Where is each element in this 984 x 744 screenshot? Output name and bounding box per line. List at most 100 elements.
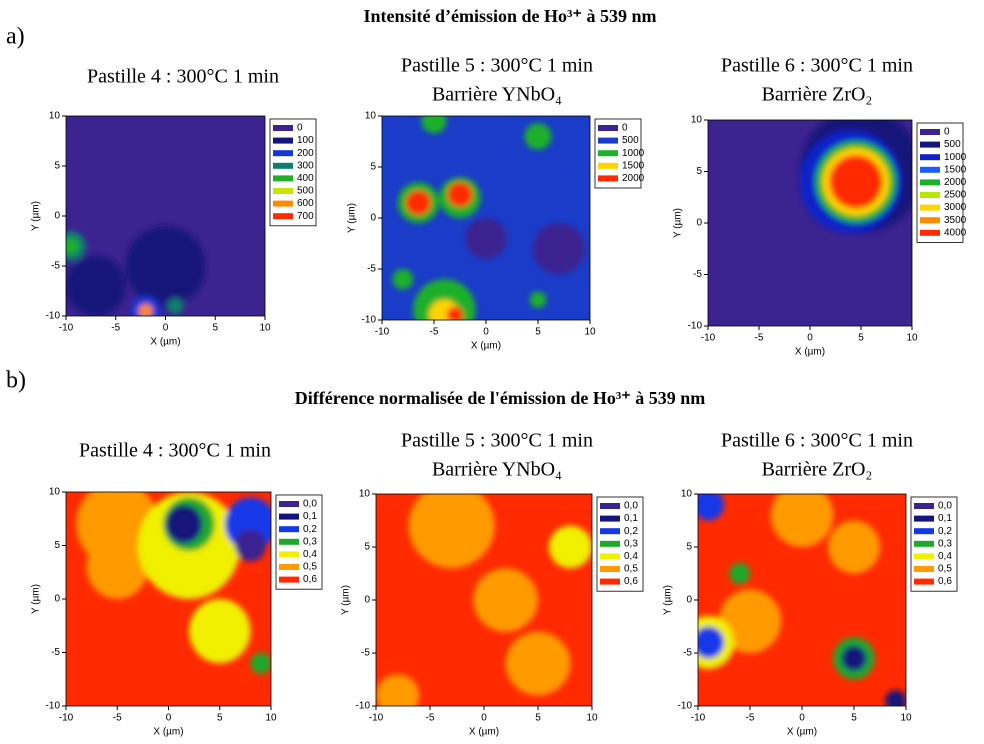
legend-label: 1000: [622, 148, 645, 159]
legend-swatch: [273, 150, 293, 157]
x-tick-label: -10: [59, 323, 74, 334]
legend-box: [269, 118, 317, 227]
heatmap-blobs: [76, 492, 271, 674]
heat-spot: [189, 599, 251, 664]
x-tick-label: -5: [113, 713, 122, 724]
y-tick-label: 0: [696, 218, 702, 229]
legend-label: 3500: [944, 215, 967, 226]
heat-spot: [718, 589, 782, 653]
legend-swatch: [920, 129, 940, 135]
heatmap-blobs: [376, 494, 592, 706]
x-tick-label: -5: [746, 713, 755, 724]
heat-spot: [841, 645, 867, 672]
x-tick-label: 5: [858, 333, 864, 344]
x-axis-label: X (µm): [153, 727, 183, 738]
y-tick-label: 5: [686, 542, 692, 553]
heat-spot: [548, 525, 592, 569]
x-tick-label: -10: [701, 333, 716, 344]
section-label: b): [6, 368, 26, 394]
heatmap-blobs: [392, 116, 585, 320]
heat-spot: [392, 269, 414, 290]
heat-spot: [729, 562, 750, 585]
legend-swatch: [273, 200, 293, 207]
legend-label: 0,3: [624, 538, 638, 549]
y-tick-label: -10: [46, 311, 61, 322]
x-tick-label: 0: [166, 713, 172, 724]
legend-swatch: [914, 528, 934, 535]
legend-swatch: [598, 175, 618, 182]
legend-label: 500: [622, 135, 639, 146]
y-tick-label: 0: [364, 595, 370, 606]
x-tick-label: 10: [265, 713, 277, 724]
legend-swatch: [914, 566, 934, 572]
panel-title: Pastille 5 : 300°C 1 min: [401, 55, 593, 77]
legend-swatch: [273, 125, 293, 131]
legend-label: 500: [944, 139, 961, 150]
y-tick-label: 0: [54, 211, 60, 222]
y-tick-label: -10: [356, 701, 371, 712]
legend-label: 0,5: [303, 562, 317, 573]
heat-spot: [770, 494, 834, 547]
heatmap: [382, 116, 590, 320]
x-tick-label: 0: [483, 327, 489, 338]
y-tick-label: -5: [361, 648, 370, 659]
heatmap-blobs: [698, 494, 906, 706]
y-axis-label: Y (µm): [31, 201, 42, 231]
legend-swatch: [273, 188, 293, 194]
x-tick-label: -5: [111, 323, 120, 334]
legend-label: 2000: [944, 177, 967, 188]
x-tick-label: -10: [691, 713, 706, 724]
legend-label: 0,0: [938, 501, 952, 512]
heatmap: [708, 120, 912, 326]
heat-spot: [250, 652, 271, 674]
legend-swatch: [920, 217, 940, 224]
legend-swatch: [273, 213, 293, 220]
legend-swatch: [598, 162, 618, 169]
y-tick-label: 5: [696, 166, 702, 177]
heatmap: [66, 492, 271, 706]
panel-title: Pastille 4 : 300°C 1 min: [87, 66, 279, 88]
legend-swatch: [279, 513, 299, 520]
section-label: a): [6, 24, 25, 50]
legend-swatch: [598, 150, 618, 157]
section-title: Différence normalisée de l'émission de H…: [295, 388, 706, 408]
section-title: Intensité d’émission de Ho³⁺ à 539 nm: [364, 6, 657, 26]
legend-label: 0,0: [624, 501, 638, 512]
legend-swatch: [914, 540, 934, 547]
heat-spot: [138, 304, 153, 316]
legend-label: 3000: [944, 202, 967, 213]
y-tick-label: -10: [688, 321, 703, 332]
heat-spot: [698, 494, 724, 521]
heat-spot: [524, 123, 552, 150]
heat-spot: [446, 306, 464, 320]
legend-label: 2500: [944, 190, 967, 201]
legend-swatch: [279, 526, 299, 533]
panel-title: Pastille 6 : 300°C 1 min: [721, 55, 913, 77]
legend-label: 0,4: [624, 551, 638, 562]
x-tick-label: 5: [535, 327, 541, 338]
x-tick-label: -5: [755, 333, 764, 344]
legend-swatch: [273, 175, 293, 182]
y-tick-label: 5: [370, 162, 376, 173]
y-tick-label: -5: [367, 264, 376, 275]
y-axis-label: Y (µm): [341, 585, 352, 615]
legend-label: 0,0: [303, 499, 317, 510]
y-tick-label: -5: [683, 648, 692, 659]
legend-swatch: [920, 179, 940, 186]
legend-swatch: [914, 553, 934, 560]
x-tick-label: 0: [799, 713, 805, 724]
heat-spot: [66, 238, 79, 254]
heat-spot: [465, 218, 507, 259]
heatmap: [376, 494, 592, 706]
legend-swatch: [279, 501, 299, 507]
heat-spot: [532, 223, 585, 275]
x-tick-label: 5: [217, 713, 223, 724]
legend-label: 200: [297, 148, 314, 159]
legend-label: 0: [622, 123, 628, 134]
legend-label: 0,6: [938, 576, 952, 587]
legend-label: 600: [297, 198, 314, 209]
legend-swatch: [600, 515, 620, 522]
y-tick-label: -5: [51, 261, 60, 272]
heat-spot: [405, 190, 431, 215]
